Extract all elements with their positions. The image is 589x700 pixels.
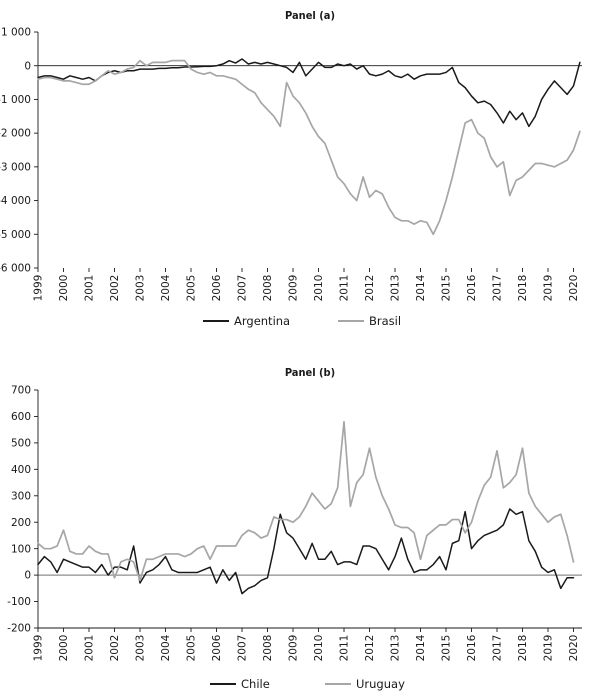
y-tick-label: 200: [11, 517, 31, 529]
x-tick-label: 2002: [109, 275, 121, 302]
series-line-chile: [37, 508, 575, 595]
series-line-uruguay: [37, 420, 575, 582]
x-tick-label: 2002: [109, 635, 121, 662]
panel-b-chart: Panel (b) 700 600 500 400 300 200 100 0 -100 -200…: [7, 366, 582, 691]
x-tick-label: 2010: [313, 275, 325, 302]
y-tick-label: -5 000: [0, 229, 31, 241]
y-tick-label: 0: [24, 60, 31, 72]
legend-label-argentina: Argentina: [234, 314, 290, 328]
panel-a-y-axis: 1 000 0 -1 000 -2 000 -3 000 -4 000 -5 000 -6 0…: [0, 27, 39, 275]
panel-a-plot-area: [37, 58, 581, 236]
x-tick-label: 2016: [466, 274, 478, 301]
x-tick-label: 2007: [237, 275, 249, 302]
x-tick-label: 1999: [33, 275, 45, 302]
x-tick-label: 2012: [364, 635, 376, 662]
x-tick-label: 2016: [466, 634, 478, 661]
y-tick-label: -2 000: [0, 128, 31, 140]
x-tick-label: 2006: [211, 274, 223, 301]
x-tick-label: 2009: [288, 635, 300, 662]
series-line-argentina: [37, 58, 581, 128]
x-tick-label: 2014: [415, 634, 427, 661]
x-tick-label: 2008: [262, 635, 274, 662]
x-tick-label: 2019: [543, 635, 555, 662]
y-tick-label: 0: [24, 570, 31, 582]
x-tick-label: 2000: [58, 275, 70, 302]
y-tick-label: -4 000: [0, 195, 31, 207]
y-tick-label: -6 000: [0, 263, 31, 275]
x-tick-label: 2005: [186, 275, 198, 302]
y-tick-label: 500: [11, 437, 31, 449]
x-tick-label: 2015: [441, 635, 453, 662]
x-tick-label: 2004: [160, 634, 172, 661]
y-tick-label: 100: [11, 543, 31, 555]
panel-b-plot-area: [37, 420, 575, 595]
legend-label-chile: Chile: [241, 677, 270, 691]
x-tick-label: 2015: [441, 275, 453, 302]
panel-b-legend: Chile Uruguay: [210, 677, 405, 691]
x-tick-label: 2000: [58, 635, 70, 662]
x-tick-label: 2003: [135, 275, 147, 302]
x-tick-label: 2014: [415, 274, 427, 301]
x-tick-label: 2008: [262, 275, 274, 302]
x-tick-label: 2001: [84, 275, 96, 302]
x-tick-label: 2017: [492, 635, 504, 662]
x-tick-label: 2003: [135, 635, 147, 662]
y-tick-label: -100: [7, 596, 31, 608]
x-tick-label: 2011: [339, 275, 351, 302]
y-tick-label: -200: [7, 623, 31, 635]
x-tick-label: 2013: [390, 275, 402, 302]
panel-b-x-axis: 1999 2000 2001 2002 2003 2004 2005 2006 2007 2008…: [33, 574, 582, 662]
x-tick-label: 2018: [517, 275, 529, 302]
x-tick-label: 2018: [517, 635, 529, 662]
x-tick-label: 2013: [390, 635, 402, 662]
y-tick-label: 1 000: [1, 27, 31, 39]
x-tick-label: 1999: [33, 635, 45, 662]
x-tick-label: 2012: [364, 275, 376, 302]
y-tick-label: 600: [11, 411, 31, 423]
x-tick-label: 2005: [186, 635, 198, 662]
x-tick-label: 2010: [313, 635, 325, 662]
series-line-brasil: [37, 59, 581, 236]
panel-a-chart: Panel (a) 1 000 0 -1 000 -2 000 -3 000 -4 000…: [0, 9, 582, 328]
legend-label-brasil: Brasil: [369, 314, 401, 328]
x-tick-label: 2020: [568, 635, 580, 662]
x-tick-label: 2020: [568, 275, 580, 302]
y-tick-label: 400: [11, 464, 31, 476]
panel-b-title: Panel (b): [285, 366, 335, 379]
y-tick-label: -3 000: [0, 161, 31, 173]
x-tick-label: 2001: [84, 635, 96, 662]
panel-b-y-axis: 700 600 500 400 300 200 100 0 -100 -200: [7, 385, 39, 635]
panel-a-title: Panel (a): [285, 9, 335, 22]
y-tick-label: -1 000: [0, 94, 31, 106]
y-tick-label: 700: [11, 385, 31, 397]
legend-label-uruguay: Uruguay: [356, 677, 405, 691]
x-tick-label: 2006: [211, 634, 223, 661]
x-tick-label: 2019: [543, 275, 555, 302]
x-tick-label: 2007: [237, 635, 249, 662]
x-tick-label: 2004: [160, 274, 172, 301]
panel-a-x-axis: 1999 2000 2001 2002 2003 2004 2005 2006 2007 2008…: [33, 65, 582, 302]
x-tick-label: 2017: [492, 275, 504, 302]
x-tick-label: 2009: [288, 275, 300, 302]
panel-a-legend: Argentina Brasil: [203, 314, 401, 328]
x-tick-label: 2011: [339, 635, 351, 662]
y-tick-label: 300: [11, 490, 31, 502]
